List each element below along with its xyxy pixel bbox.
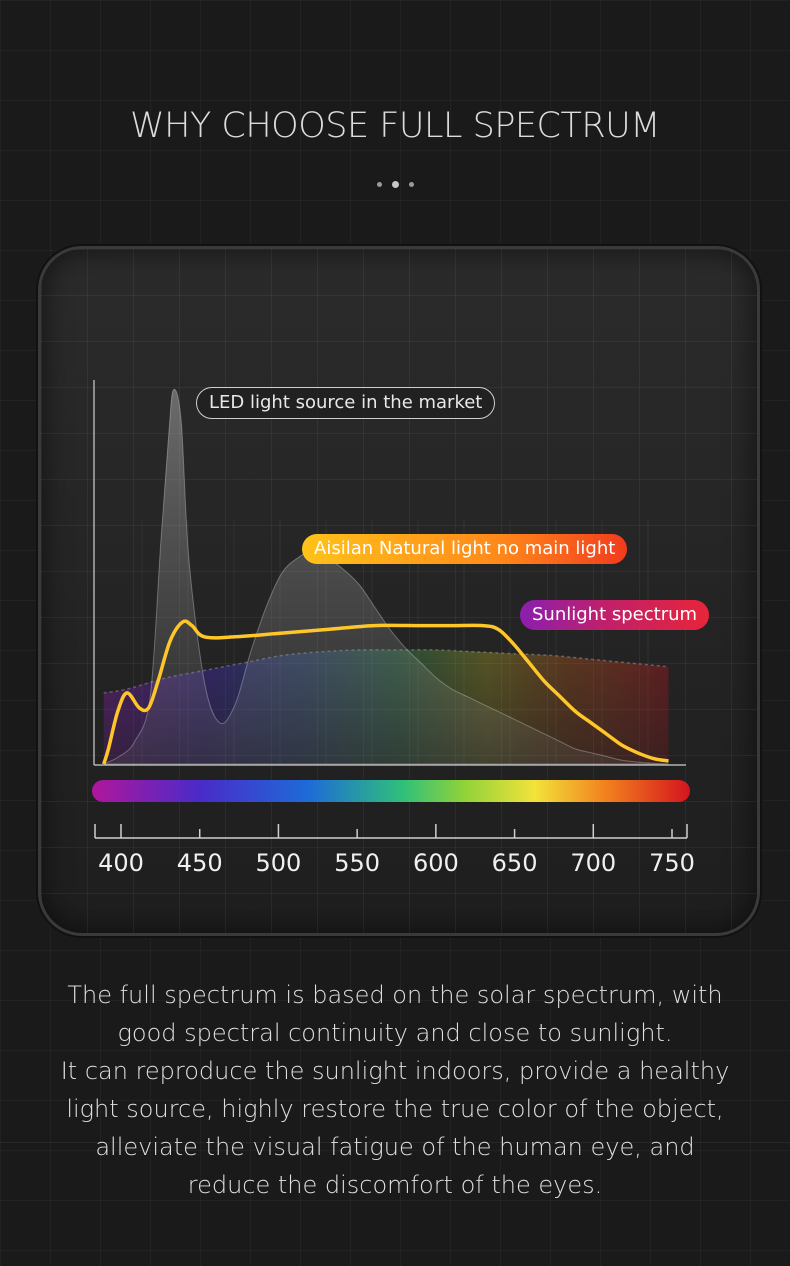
- dot-active: [391, 181, 399, 188]
- aisilan-spectrum-line: [102, 619, 669, 765]
- legend-aisilan-natural-light: Aisilan Natural light no main light: [302, 534, 628, 564]
- dot: [408, 182, 414, 187]
- x-tick-label: 700: [570, 849, 616, 877]
- color-spectrum-bar: [92, 780, 690, 802]
- legend-sunlight-spectrum: Sunlight spectrum: [520, 600, 710, 630]
- led-spectrum-area: [103, 388, 669, 765]
- x-tick-label: 500: [256, 849, 302, 877]
- description: The full spectrum is based on the solar …: [60, 981, 730, 1199]
- x-tick-label: 400: [98, 849, 144, 877]
- x-tick-label: 750: [649, 849, 695, 877]
- wavelength-axis: 400 450 500 550 600 650 700 750: [94, 824, 695, 877]
- background-divider: [0, 1142, 790, 1143]
- x-tick-label: 600: [413, 849, 459, 877]
- x-tick-label: 650: [492, 849, 538, 877]
- page-title: WHY CHOOSE FULL SPECTRUM: [129, 106, 661, 146]
- x-tick-label: 550: [334, 849, 380, 877]
- chart-panel: [38, 246, 760, 936]
- x-tick-label: 450: [177, 849, 223, 877]
- legend-led-light-source: LED light source in the market: [196, 387, 496, 419]
- title-dots-decoration: [0, 174, 790, 188]
- dot: [376, 182, 382, 187]
